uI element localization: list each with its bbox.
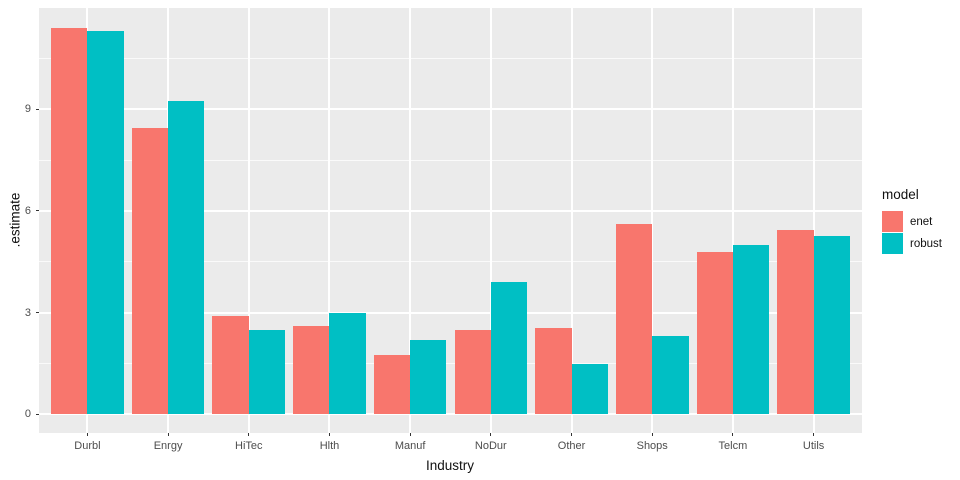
gridline-major-vertical: [812, 8, 815, 433]
bar-enet-Other: [535, 327, 572, 415]
bar-robust-Manuf: [410, 339, 447, 415]
legend-label-robust: robust: [910, 237, 942, 250]
x-axis-tick: [409, 433, 411, 436]
bar-robust-HiTec: [248, 329, 286, 415]
bar-enet-Utils: [777, 229, 814, 415]
bar-robust-Utils: [813, 236, 850, 415]
y-axis-tick: [36, 413, 39, 415]
bar-robust-Shops: [652, 336, 689, 415]
y-axis-tick-label: 9: [24, 103, 31, 116]
bar-robust-Enrgy: [168, 100, 205, 415]
bar-enet-Telcm: [696, 251, 733, 415]
x-axis-tick-label: Utils: [802, 440, 825, 452]
bar-enet-Shops: [615, 224, 653, 415]
gridline-minor: [39, 57, 862, 59]
plot-panel: [39, 8, 862, 433]
gridline-major: [39, 413, 862, 416]
bar-robust-Other: [571, 363, 608, 415]
bar-enet-HiTec: [212, 316, 249, 415]
y-axis-tick-label: 6: [24, 204, 31, 217]
gridline-major: [39, 209, 862, 212]
legend-item-enet: enet: [882, 211, 942, 232]
x-axis-tick: [167, 433, 169, 436]
x-axis-tick: [248, 433, 250, 436]
gridline-major: [39, 108, 862, 111]
x-axis-tick: [490, 433, 492, 436]
gridline-major-vertical: [651, 8, 654, 433]
gridline-major-vertical: [731, 8, 734, 433]
gridline-minor: [39, 363, 862, 365]
x-axis-tick: [813, 433, 815, 436]
bar-enet-Durbl: [51, 27, 88, 415]
y-axis-tick: [36, 312, 39, 314]
bar-enet-Hlth: [293, 326, 330, 415]
x-axis-tick: [571, 433, 573, 436]
legend-title: model: [882, 187, 919, 202]
x-axis-tick: [328, 433, 330, 436]
y-axis-tick-label: 3: [24, 306, 31, 319]
bar-enet-NoDur: [454, 329, 491, 415]
legend-swatch-robust: [882, 233, 903, 254]
gridline-major-vertical: [570, 8, 573, 433]
x-axis-tick-label: Manuf: [394, 440, 426, 452]
bar-robust-Durbl: [87, 31, 124, 415]
x-axis-tick-label: Enrgy: [153, 440, 183, 452]
gridline-minor: [39, 159, 862, 161]
x-axis-tick-label: Durbl: [74, 440, 101, 452]
x-axis-tick: [86, 433, 88, 436]
x-axis-tick-label: Shops: [636, 440, 668, 452]
y-axis-tick: [36, 108, 39, 110]
bar-robust-NoDur: [490, 282, 528, 415]
gridline-major-vertical: [328, 8, 331, 433]
y-axis-title: .estimate: [7, 192, 23, 248]
x-axis-tick-label: Other: [557, 440, 586, 452]
legend-items: enet robust: [882, 211, 942, 254]
gridline-minor: [39, 261, 862, 263]
legend: model enet robust: [882, 187, 942, 255]
gridline-major-vertical: [489, 8, 492, 433]
bar-enet-Enrgy: [131, 127, 169, 415]
gridline-major-vertical: [247, 8, 250, 433]
y-axis-tick: [36, 210, 39, 212]
legend-item-robust: robust: [882, 233, 942, 254]
legend-swatch-enet: [882, 211, 903, 232]
x-axis-tick: [732, 433, 734, 436]
x-axis-tick-label: NoDur: [474, 440, 507, 452]
legend-label-enet: enet: [910, 215, 933, 228]
y-axis-tick-label: 0: [24, 408, 31, 421]
x-axis-tick-label: Telcm: [718, 440, 748, 452]
x-axis-tick-label: HiTec: [235, 440, 263, 452]
bar-enet-Manuf: [373, 355, 411, 415]
bar-robust-Hlth: [329, 312, 366, 415]
bar-robust-Telcm: [732, 244, 770, 415]
x-axis-tick-label: Hlth: [319, 440, 340, 452]
gridline-major-vertical: [409, 8, 412, 433]
x-axis-tick: [651, 433, 653, 436]
gridline-major: [39, 311, 862, 314]
x-axis-title: Industry: [425, 458, 475, 473]
